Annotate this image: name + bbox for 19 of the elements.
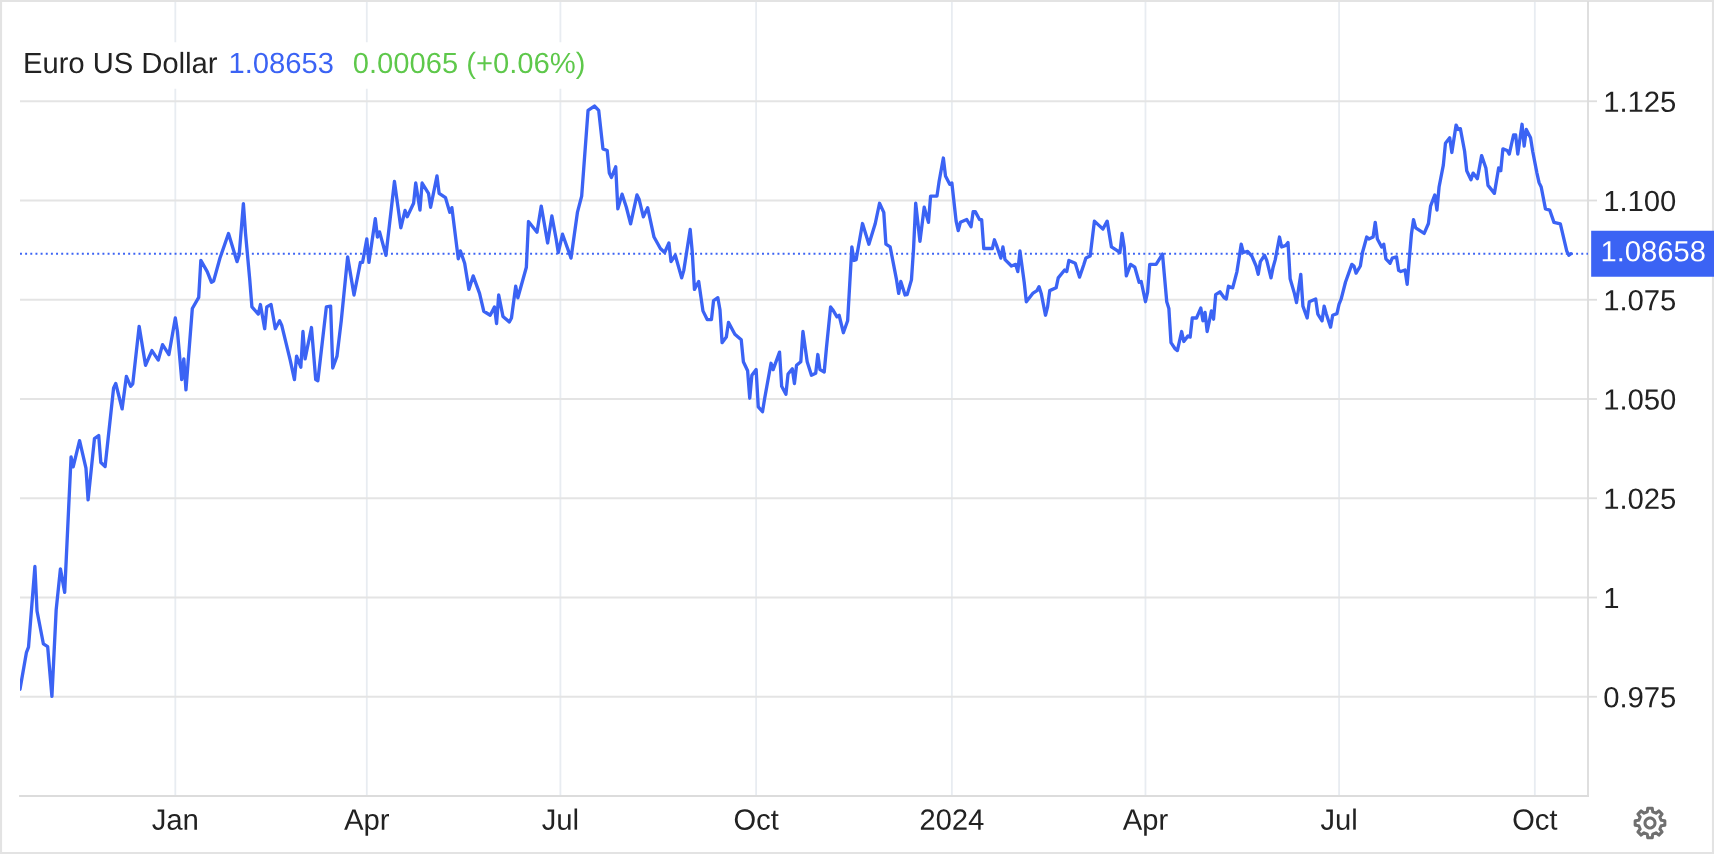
y-tick-label: 1.125 [1605, 91, 1676, 113]
y-tick-label: 1.075 [1605, 289, 1676, 311]
x-tick-label: Jul [542, 808, 578, 830]
y-tick-label: 1.025 [1605, 488, 1676, 510]
x-tick-label: Oct [734, 809, 779, 830]
x-tick-label: Jan [152, 809, 197, 830]
x-tick-label: Oct [1513, 809, 1558, 830]
x-tick-label: 2024 [920, 809, 984, 830]
y-tick-label: 0.975 [1604, 686, 1676, 708]
annotation: 0.00065 (+0.06%) [353, 51, 584, 80]
annotation: 1.08653 [230, 52, 333, 74]
x-tick-label: Jul [1320, 808, 1356, 830]
text: Euro US Dollar [25, 51, 218, 74]
x-tick-label: Apr [344, 809, 389, 836]
ref-line-label: 1.08658 [1602, 240, 1705, 262]
x-tick-label: Apr [1122, 809, 1168, 836]
y-tick-label: 1.050 [1605, 389, 1676, 410]
y-tick-label: 1.100 [1605, 190, 1676, 212]
y-tick-label: 1 [1605, 588, 1619, 609]
